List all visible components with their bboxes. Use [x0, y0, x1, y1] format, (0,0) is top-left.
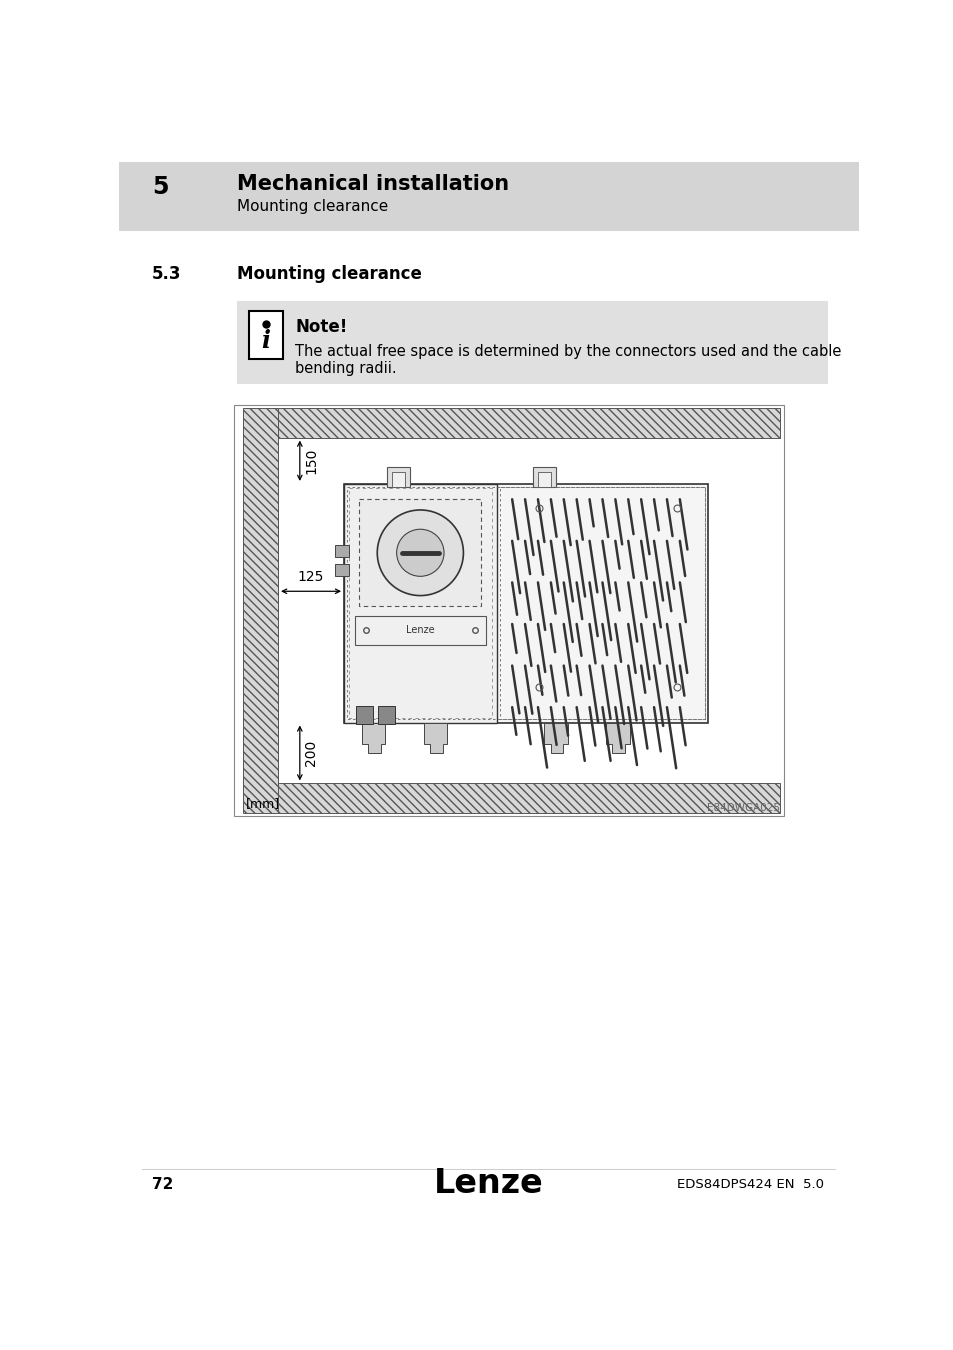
Bar	[355, 616, 485, 645]
Text: 200: 200	[304, 740, 318, 765]
Polygon shape	[605, 722, 629, 753]
Bar	[236, 301, 827, 383]
Text: Mounting clearance: Mounting clearance	[236, 265, 421, 282]
Text: bending radii.: bending radii.	[294, 360, 396, 375]
Text: Note!: Note!	[294, 317, 347, 336]
Circle shape	[376, 510, 463, 595]
Bar	[359, 500, 480, 606]
Text: E84DWGA025: E84DWGA025	[706, 803, 780, 813]
Bar	[249, 312, 282, 359]
Text: 5: 5	[152, 176, 168, 200]
Bar	[347, 487, 704, 720]
Bar	[233, 405, 783, 817]
Bar	[348, 489, 492, 718]
Bar	[344, 483, 707, 722]
Text: i: i	[261, 329, 270, 352]
Bar	[335, 544, 348, 556]
Bar	[532, 467, 556, 487]
Bar	[335, 564, 348, 576]
Text: 5.3: 5.3	[152, 265, 181, 282]
Text: 72: 72	[152, 1177, 173, 1192]
Bar	[377, 706, 395, 724]
Circle shape	[396, 529, 443, 576]
Bar	[499, 487, 704, 720]
Bar	[243, 409, 278, 813]
Bar	[344, 483, 497, 722]
Text: 150: 150	[304, 448, 318, 474]
Text: 125: 125	[297, 570, 324, 583]
Polygon shape	[362, 722, 385, 753]
Text: Mechanical installation: Mechanical installation	[236, 174, 509, 193]
Bar	[387, 467, 410, 487]
Text: Mounting clearance: Mounting clearance	[236, 200, 388, 215]
Bar	[392, 471, 404, 487]
Bar	[278, 409, 780, 437]
Text: Lenze: Lenze	[434, 1166, 543, 1200]
Polygon shape	[424, 722, 447, 753]
Text: Lenze: Lenze	[406, 625, 435, 634]
Text: [mm]: [mm]	[245, 798, 279, 810]
Text: The actual free space is determined by the connectors used and the cable: The actual free space is determined by t…	[294, 344, 841, 359]
Bar	[537, 471, 550, 487]
Bar	[278, 783, 780, 813]
Bar	[119, 162, 858, 231]
Text: EDS84DPS424 EN  5.0: EDS84DPS424 EN 5.0	[677, 1179, 823, 1191]
Polygon shape	[544, 722, 567, 753]
Bar	[355, 706, 373, 724]
